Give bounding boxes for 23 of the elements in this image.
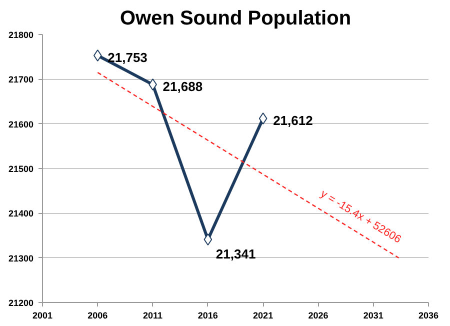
x-tick-label: 2021 (253, 310, 274, 320)
x-tick-label: 2006 (88, 310, 108, 320)
data-label: 21,341 (216, 246, 256, 262)
data-label: 21,688 (162, 79, 203, 94)
y-tick-label: 21700 (8, 74, 34, 85)
x-tick-label: 2026 (308, 310, 328, 320)
y-tick-label: 21600 (8, 119, 34, 130)
y-tick-label: 21400 (8, 208, 34, 219)
y-tick-label: 21300 (8, 253, 34, 264)
point (93, 49, 102, 62)
y-tick-label: 21200 (8, 298, 34, 308)
point (204, 234, 212, 246)
chart-title: Owen Sound Population (120, 8, 352, 30)
point (258, 112, 268, 124)
x-tick-label: 2036 (418, 310, 439, 320)
x-tick-label: 2016 (198, 310, 218, 320)
x-tick-label: 2001 (32, 310, 53, 320)
data-label: 21,612 (273, 112, 313, 128)
y-tick-label: 21800 (8, 30, 34, 40)
data-label: 21,753 (108, 50, 148, 65)
x-tick-label: 2031 (363, 310, 384, 320)
x-tick-label: 2011 (143, 310, 163, 320)
y-tick-label: 21500 (8, 164, 34, 174)
